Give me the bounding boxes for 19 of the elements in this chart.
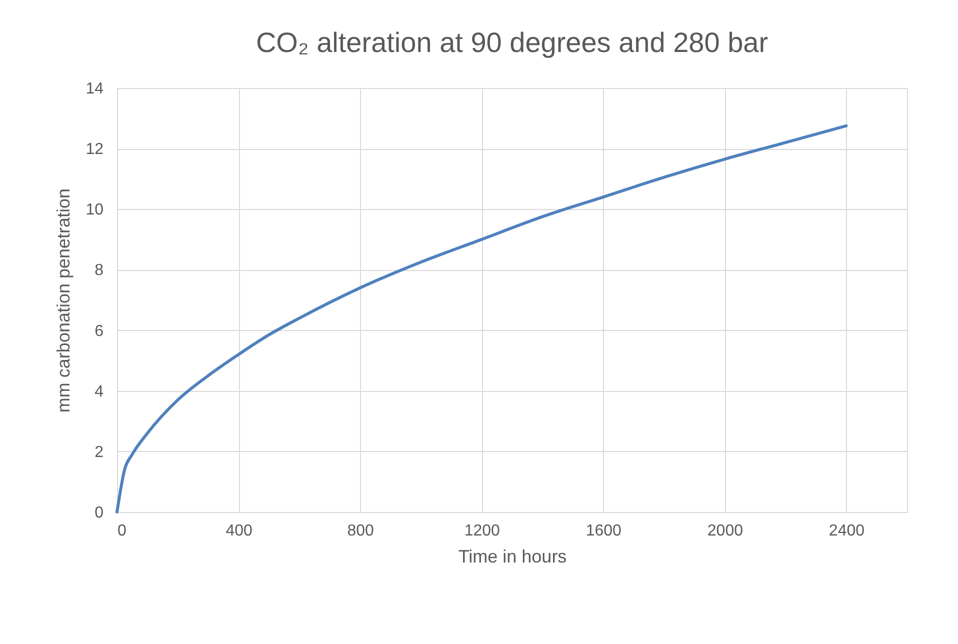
y-tick-label: 10 — [86, 202, 104, 219]
x-tick-label: 800 — [347, 522, 374, 540]
x-tick-label: 0 — [118, 522, 126, 540]
y-tick-label: 6 — [94, 322, 104, 340]
x-tick-label: 400 — [226, 522, 252, 540]
x-tick-label: 2400 — [828, 522, 865, 540]
y-tick-label: 2 — [94, 444, 104, 461]
y-tick-label: 8 — [94, 262, 104, 280]
y-tick-label: 14 — [86, 80, 104, 98]
x-tick-label: 1200 — [464, 522, 500, 540]
y-tick-label: 12 — [86, 141, 104, 158]
y-axis-title: mm carbonation penetration — [54, 188, 74, 413]
x-tick-label: 1600 — [586, 522, 622, 540]
chart-title: CO₂ alteration at 90 degrees and 280 bar — [256, 27, 768, 58]
x-tick-label: 2000 — [707, 522, 744, 540]
line-series — [116, 124, 848, 514]
x-axis-title: Time in hours — [458, 546, 567, 566]
y-tick-label: 4 — [94, 383, 104, 400]
y-tick-label: 0 — [94, 504, 104, 522]
